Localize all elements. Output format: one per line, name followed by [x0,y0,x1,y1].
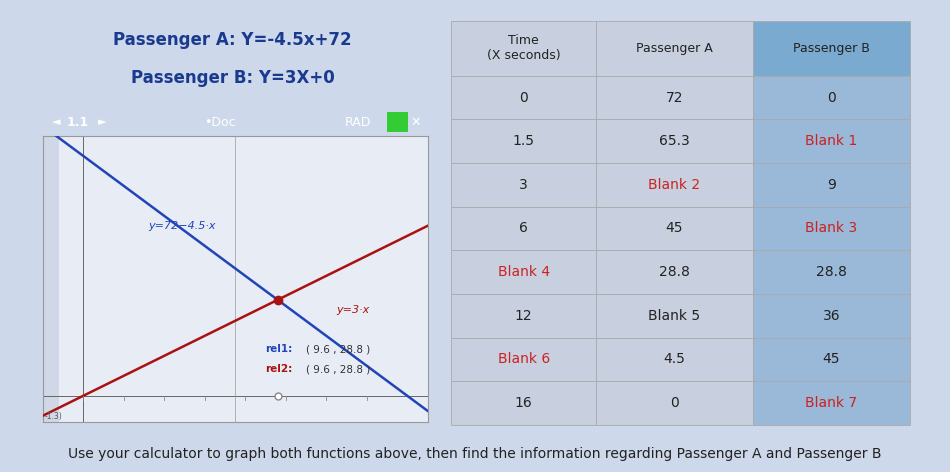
Text: Passenger B: Y=3X+0: Passenger B: Y=3X+0 [131,69,334,87]
Text: •Doc: •Doc [204,116,236,129]
Bar [597,76,752,119]
Bar [597,250,752,294]
Bar [752,294,910,337]
Bar [752,250,910,294]
Text: Blank 6: Blank 6 [498,352,550,366]
Text: Blank 2: Blank 2 [649,178,700,192]
Text: 72: 72 [666,91,683,104]
Bar [752,337,910,381]
Bar [451,294,597,337]
Text: Blank 4: Blank 4 [498,265,550,279]
Bar [597,294,752,337]
Bar [597,163,752,207]
Bar [752,163,910,207]
Bar [451,207,597,250]
Bar [752,21,910,76]
Text: 9: 9 [826,178,836,192]
Text: Blank 3: Blank 3 [806,221,857,236]
Text: -1.3): -1.3) [45,412,63,421]
Bar [752,381,910,425]
Text: ►: ► [98,117,106,127]
Bar [597,381,752,425]
Text: y=72−4.5·x: y=72−4.5·x [148,221,216,231]
Bar [752,119,910,163]
Text: 0: 0 [520,91,528,104]
Bar [451,163,597,207]
Text: 65.3: 65.3 [659,134,690,148]
Text: Blank 1: Blank 1 [806,134,857,148]
Text: Blank 5: Blank 5 [649,309,700,323]
Text: 45: 45 [666,221,683,236]
Bar [387,112,408,132]
Text: rel1:: rel1: [265,345,293,354]
Bar [451,119,597,163]
Text: Passenger A: Passenger A [636,42,712,55]
Bar [752,207,910,250]
Text: ( 9.6 , 28.8 ): ( 9.6 , 28.8 ) [306,364,371,374]
Text: RAD: RAD [345,116,371,129]
Text: 0: 0 [826,91,836,104]
Text: Blank 7: Blank 7 [806,396,857,410]
Text: 1.1: 1.1 [66,116,88,129]
Text: Passenger B: Passenger B [793,42,869,55]
Text: 16: 16 [515,396,533,410]
Text: y=3·x: y=3·x [336,304,370,314]
Bar [451,337,597,381]
Text: 4.5: 4.5 [663,352,686,366]
Text: ✕: ✕ [410,116,421,129]
Bar [43,136,59,422]
Bar [451,381,597,425]
Text: 28.8: 28.8 [816,265,846,279]
Text: ( 9.6 , 28.8 ): ( 9.6 , 28.8 ) [306,345,371,354]
Text: Use your calculator to graph both functions above, then find the information reg: Use your calculator to graph both functi… [68,447,882,461]
Text: rel2:: rel2: [265,364,293,374]
Bar [752,76,910,119]
Bar [597,21,752,76]
Text: 12: 12 [515,309,533,323]
Text: 36: 36 [823,309,840,323]
Text: Time
(X seconds): Time (X seconds) [486,34,560,62]
Text: 6: 6 [520,221,528,236]
Bar [451,21,597,76]
Bar [597,119,752,163]
Bar [597,207,752,250]
Text: 45: 45 [823,352,840,366]
Text: 0: 0 [670,396,679,410]
Text: 28.8: 28.8 [659,265,690,279]
Bar [597,337,752,381]
Text: ◄: ◄ [52,117,61,127]
Text: Passenger A: Y=-4.5x+72: Passenger A: Y=-4.5x+72 [113,31,352,49]
Text: 3: 3 [520,178,528,192]
Bar [451,250,597,294]
Text: 1.5: 1.5 [513,134,535,148]
Bar [451,76,597,119]
